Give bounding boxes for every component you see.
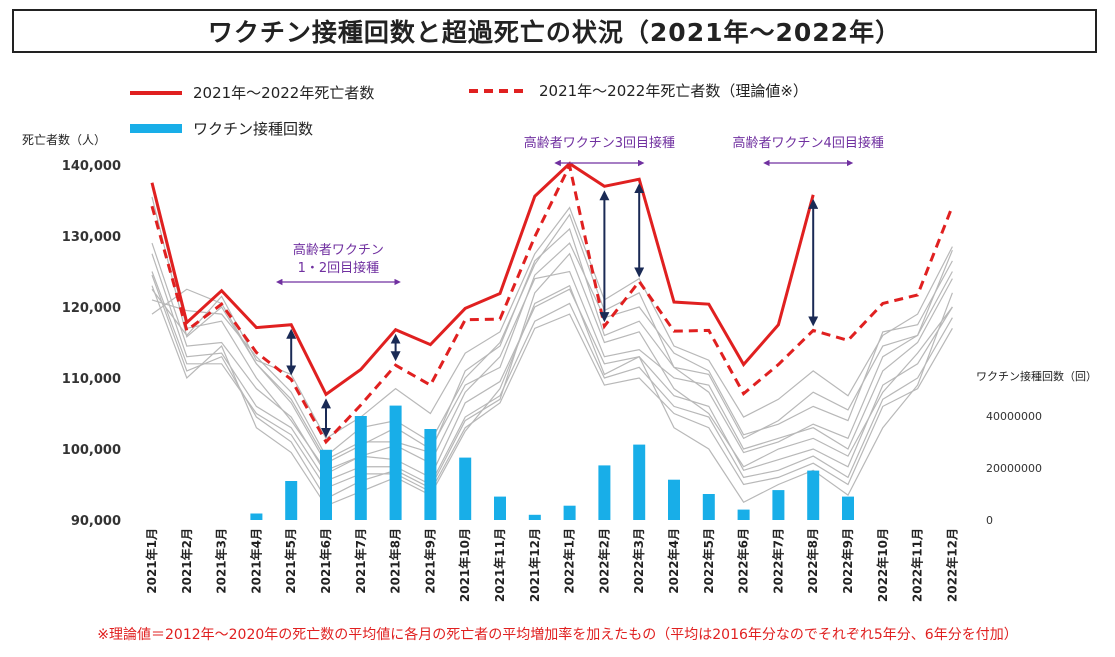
historical-line <box>151 196 953 461</box>
legend-vaccine-swatch <box>130 124 182 133</box>
vaccine-bar <box>389 405 402 520</box>
actual-deaths-line <box>150 161 815 397</box>
x-tick-label: 2022年7月 <box>770 528 785 594</box>
vaccine-bar <box>598 465 611 520</box>
excess-gap-arrows <box>286 183 819 438</box>
historical-line <box>151 242 953 464</box>
y-axis-title: 死亡者数（人） <box>22 132 106 147</box>
annotation-label: 高齢者ワクチン3回目接種 <box>524 135 675 151</box>
y-axis-ticks: 90,000 100,000 110,000 120,000 130,000 140,00… <box>62 159 121 529</box>
x-tick-label: 2021年6月 <box>318 528 333 594</box>
vaccine-bar <box>424 429 437 520</box>
vaccine-bar <box>842 496 854 520</box>
x-tick-label: 2022年10月 <box>875 528 890 602</box>
x-tick-label: 2022年3月 <box>631 528 646 594</box>
annotation-label: 1・2回目接種 <box>298 260 380 276</box>
y-tick-label: 110,000 <box>62 372 121 387</box>
x-tick-label: 2021年7月 <box>353 528 368 594</box>
y2-tick-label: 0 <box>986 514 993 527</box>
theoretical-deaths-line <box>150 161 954 445</box>
vaccine-bar <box>563 505 576 520</box>
y2-axis-title: ワクチン接種回数（回） <box>976 369 1097 383</box>
x-tick-label: 2022年5月 <box>701 528 716 594</box>
vaccine-bar <box>459 457 472 520</box>
vaccine-bar <box>528 514 541 520</box>
x-tick-label: 2022年6月 <box>736 528 751 594</box>
historical-line <box>151 213 953 458</box>
vaccine-bar <box>807 470 820 520</box>
x-tick-label: 2021年1月 <box>144 528 159 594</box>
x-tick-label: 2022年2月 <box>596 528 611 594</box>
x-tick-label: 2021年8月 <box>388 528 403 594</box>
x-tick-label: 2022年4月 <box>666 528 681 594</box>
y-tick-label: 120,000 <box>62 301 121 316</box>
x-tick-label: 2021年11月 <box>492 528 507 602</box>
x-tick-label: 2022年9月 <box>840 528 855 594</box>
x-tick-label: 2021年3月 <box>214 528 229 594</box>
vaccination-annotations: 高齢者ワクチン 1・2回目接種 高齢者ワクチン3回目接種 高齢者ワクチン4回目接種 <box>275 135 884 286</box>
footnote: ※理論値＝2012年～2020年の死亡数の平均値に各月の死亡者の平均増加率を加え… <box>97 627 1018 643</box>
legend-actual-label: 2021年～2022年死亡者数 <box>193 84 374 102</box>
y-tick-label: 130,000 <box>62 230 121 245</box>
legend-vaccine-label: ワクチン接種回数 <box>193 120 313 138</box>
vaccine-bar <box>354 416 367 520</box>
y2-tick-label: 40000000 <box>986 410 1042 423</box>
x-tick-label: 2022年12月 <box>944 528 959 602</box>
x-tick-label: 2022年8月 <box>805 528 820 594</box>
historical-line <box>151 253 953 486</box>
y2-tick-label: 20000000 <box>986 462 1042 475</box>
x-tick-label: 2021年12月 <box>527 528 542 602</box>
vaccine-bar <box>702 494 715 520</box>
x-tick-label: 2021年2月 <box>179 528 194 594</box>
legend-theoretical-label: 2021年～2022年死亡者数（理論値※） <box>539 82 808 100</box>
vaccine-bar <box>633 444 646 520</box>
y-tick-label: 100,000 <box>62 443 121 458</box>
vaccine-bar <box>320 449 332 520</box>
x-tick-label: 2022年1月 <box>562 528 577 594</box>
y-tick-label: 90,000 <box>71 514 121 529</box>
historical-line <box>151 284 953 507</box>
vaccine-bar <box>250 513 263 520</box>
x-tick-label: 2021年5月 <box>283 528 298 594</box>
x-tick-label: 2022年11月 <box>910 528 925 602</box>
historical-line <box>151 186 953 472</box>
x-tick-label: 2021年10月 <box>457 528 472 602</box>
historical-line <box>151 271 953 493</box>
vaccine-bar <box>737 509 750 520</box>
vaccine-bar <box>668 479 680 520</box>
y-tick-label: 140,000 <box>62 159 121 174</box>
vaccine-bar <box>494 496 506 520</box>
x-tick-label: 2021年4月 <box>248 528 263 594</box>
historical-line <box>151 206 953 440</box>
vaccine-bar <box>772 490 785 520</box>
vaccine-bar <box>285 481 298 520</box>
x-tick-label: 2021年9月 <box>422 528 437 594</box>
vaccine-bars <box>250 405 854 520</box>
chart-title: ワクチン接種回数と超過死亡の状況（2021年～2022年） <box>12 9 1097 53</box>
x-axis-labels: 2021年1月 2021年2月 2021年3月 2021年4月 2021年5月 2021年… <box>144 528 959 602</box>
historical-lines <box>151 186 953 507</box>
annotation-label: 高齢者ワクチン <box>293 242 384 258</box>
y2-axis-ticks: 0 20000000 40000000 <box>986 410 1042 527</box>
legend: 2021年～2022年死亡者数 2021年～2022年死亡者数（理論値※） ワク… <box>130 82 808 138</box>
annotation-label: 高齢者ワクチン4回目接種 <box>733 135 884 151</box>
historical-line <box>151 252 953 500</box>
historical-line <box>151 242 953 479</box>
death-series <box>150 161 954 445</box>
